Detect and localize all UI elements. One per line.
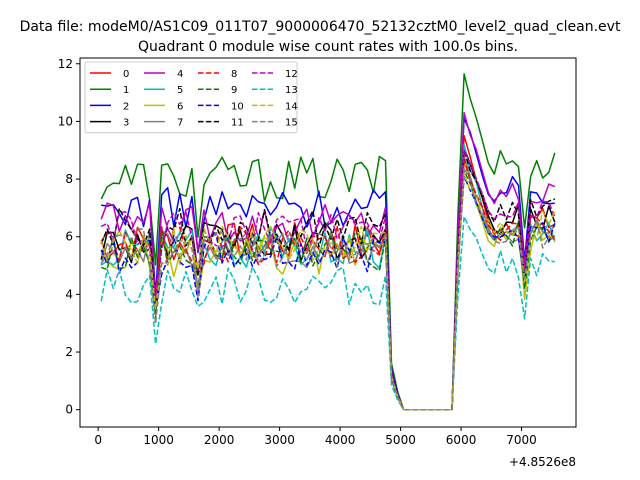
legend-label-2: 2 — [123, 101, 129, 112]
chart-title: Quadrant 0 module wise count rates with … — [138, 39, 518, 55]
series-line-1 — [100, 73, 556, 411]
legend-label-13: 13 — [285, 85, 298, 96]
y-axis: 0 2 4 6 8 10 12 — [58, 57, 80, 417]
legend-label-15: 15 — [285, 118, 298, 129]
y-tick-label: 6 — [65, 230, 73, 244]
legend-label-0: 0 — [123, 69, 129, 80]
legend-label-11: 11 — [231, 118, 244, 129]
x-tick-label: 1000 — [143, 433, 174, 447]
legend-label-6: 6 — [177, 101, 183, 112]
series-line-12 — [100, 149, 556, 411]
series-line-13 — [100, 215, 555, 411]
legend-label-8: 8 — [231, 69, 237, 80]
legend-label-5: 5 — [177, 85, 183, 96]
legend-label-7: 7 — [177, 118, 183, 129]
x-offset-label: +4.8526e8 — [509, 455, 576, 469]
series-line-4 — [100, 112, 556, 411]
figure-suptitle: Data file: modeM0/AS1C09_011T07_90000064… — [20, 19, 621, 35]
x-tick-label: 7000 — [506, 433, 537, 447]
legend-box — [84, 61, 298, 134]
legend-label-9: 9 — [231, 85, 237, 96]
y-tick-label: 12 — [58, 57, 73, 71]
y-tick-label: 4 — [65, 287, 73, 301]
x-axis: 0 1000 2000 3000 4000 5000 6000 7000 — [94, 427, 537, 447]
legend-label-14: 14 — [285, 101, 298, 112]
legend-label-1: 1 — [123, 85, 129, 96]
legend-label-12: 12 — [285, 69, 298, 80]
y-tick-label: 0 — [65, 403, 73, 417]
y-tick-label: 10 — [58, 114, 73, 128]
series-line-15 — [100, 166, 556, 411]
y-tick-label: 2 — [65, 345, 73, 359]
x-tick-label: 5000 — [385, 433, 416, 447]
series-line-8 — [100, 158, 556, 411]
x-tick-label: 2000 — [204, 433, 235, 447]
plot-frame — [79, 57, 577, 428]
y-tick-label: 8 — [65, 172, 73, 186]
x-tick-label: 3000 — [264, 433, 295, 447]
x-tick-label: 6000 — [446, 433, 477, 447]
legend-label-10: 10 — [231, 101, 244, 112]
legend-label-3: 3 — [123, 118, 129, 129]
x-tick-label: 0 — [94, 433, 102, 447]
plot-lines — [100, 73, 556, 411]
x-tick-label: 4000 — [325, 433, 356, 447]
legend-label-4: 4 — [177, 69, 183, 80]
